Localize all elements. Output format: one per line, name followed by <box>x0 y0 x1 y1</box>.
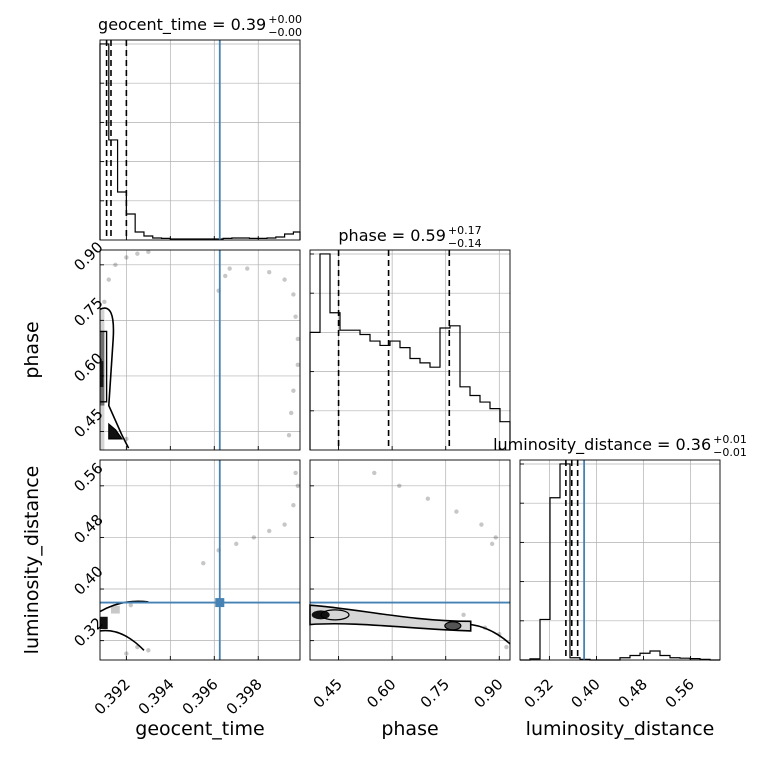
hist-phase-bars <box>309 253 511 450</box>
hist-geocent-frame <box>99 39 301 241</box>
scatter-distance-phase-sample-2 <box>425 496 431 501</box>
scatter-distance-phase-frame <box>309 459 511 661</box>
scatter-phase-geocent-sample-10 <box>291 292 296 297</box>
scatter-distance-phase-sample-3 <box>454 509 459 514</box>
phase-yaxis-yticklabel-3: 0.90 <box>70 238 106 274</box>
hist-geocent-bars <box>99 43 301 240</box>
title-phase-upper: +0.17 <box>448 224 482 237</box>
title-phase: phase = 0.59 +0.17−0.14 <box>338 224 481 250</box>
scatter-phase-geocent-sample-4 <box>106 277 111 282</box>
scatter-phase-geocent-sample-14 <box>291 388 296 393</box>
phase-axis-xticklabel-1: 0.60 <box>363 675 399 711</box>
scatter-distance-geocent-sample-11 <box>146 648 151 653</box>
title-distance: luminosity_distance = 0.36 +0.01−0.01 <box>493 433 747 459</box>
contour-distance-phase-ring <box>320 609 350 621</box>
hist-phase-frame <box>309 249 511 451</box>
scatter-distance-geocent-frame <box>99 459 301 661</box>
title-geocent: geocent_time = 0.39 +0.00−0.00 <box>98 13 302 39</box>
scatter-distance-geocent-sample-0 <box>201 561 206 566</box>
scatter-phase-geocent-sample-15 <box>289 410 294 416</box>
scatter-distance-geocent-sample-3 <box>251 535 257 540</box>
title-geocent-text: geocent_time = 0.39 <box>98 15 266 35</box>
scatter-distance-phase-sample-6 <box>489 541 495 547</box>
scatter-distance-phase-sample-4 <box>479 522 484 527</box>
title-distance-lower: −0.01 <box>713 446 747 459</box>
scatter-phase-geocent-sample-12 <box>295 336 301 342</box>
scatter-phase-geocent-sample-0 <box>124 255 129 260</box>
geocent-axis-xticklabel-2: 0.396 <box>179 675 222 718</box>
distance-axis-xticklabel-2: 0.48 <box>615 675 651 711</box>
contour-distance-geocent-core <box>100 616 108 630</box>
title-distance-text: luminosity_distance = 0.36 <box>493 435 711 455</box>
scatter-distance-phase-sample-7 <box>461 612 466 618</box>
contour-distance-phase-blob <box>444 621 462 631</box>
scatter-distance-geocent-sample-13 <box>128 602 133 608</box>
scatter-phase-geocent-sample-17 <box>223 273 228 279</box>
xlabel-distance: luminosity_distance <box>526 718 715 740</box>
phase-axis-xticklabel-3: 0.90 <box>470 675 506 711</box>
distance-yaxis-yticklabel-1: 0.40 <box>70 562 106 598</box>
scatter-distance-geocent-sample-7 <box>295 483 301 489</box>
ylabel-distance: luminosity_distance <box>21 466 43 655</box>
scatter-distance-phase-sample-1 <box>397 483 402 489</box>
geocent-axis-xticklabel-1: 0.394 <box>135 675 178 718</box>
hist-distance-frame <box>519 459 721 661</box>
contour-distance-geocent-patch <box>110 605 120 614</box>
scatter-phase-geocent-sample-11 <box>293 314 298 319</box>
scatter-distance-phase-sample-0 <box>372 470 377 476</box>
scatter-distance-geocent-sample-2 <box>234 541 239 547</box>
scatter-phase-geocent-sample-1 <box>135 251 140 256</box>
scatter-distance-geocent-sample-8 <box>293 470 298 476</box>
scatter-distance-phase-sample-5 <box>493 535 498 540</box>
geocent-axis-xticklabel-0: 0.392 <box>91 675 134 718</box>
truth-marker <box>215 598 225 608</box>
scatter-distance-geocent-sample-4 <box>267 528 272 534</box>
scatter-phase-geocent-sample-9 <box>282 277 287 282</box>
title-phase-lower: −0.14 <box>448 237 482 250</box>
phase-axis-xticklabel-0: 0.45 <box>310 675 346 711</box>
scatter-distance-phase-sample-10 <box>504 644 509 650</box>
scatter-phase-geocent-sample-6 <box>227 266 232 271</box>
distance-axis-xticklabel-3: 0.56 <box>662 675 698 711</box>
xlabel-phase: phase <box>381 718 438 740</box>
scatter-phase-geocent-sample-8 <box>267 270 272 275</box>
scatter-phase-geocent-frame <box>99 249 301 451</box>
xlabel-geocent: geocent_time <box>135 718 264 740</box>
scatter-distance-geocent-sample-5 <box>282 522 287 527</box>
distance-axis-xticklabel-0: 0.32 <box>520 675 556 711</box>
contour-distance-phase-tail <box>470 623 511 645</box>
scatter-distance-geocent-sample-6 <box>291 502 296 508</box>
contour-distance-phase-outer <box>309 604 472 632</box>
scatter-phase-geocent-sample-13 <box>295 362 301 368</box>
phase-axis-xticklabel-2: 0.75 <box>417 675 453 711</box>
title-phase-text: phase = 0.59 <box>338 226 445 245</box>
scatter-phase-geocent-sample-5 <box>102 299 107 305</box>
scatter-phase-geocent-sample-2 <box>146 249 151 255</box>
scatter-phase-geocent-sample-3 <box>113 262 118 268</box>
distance-axis-xticklabel-1: 0.40 <box>568 675 604 711</box>
contour-fill-core <box>100 361 104 388</box>
title-geocent-lower: −0.00 <box>268 26 302 39</box>
hist-distance-bars <box>520 463 720 661</box>
distance-yaxis-yticklabel-3: 0.56 <box>70 459 106 495</box>
scatter-phase-geocent-sample-16 <box>286 432 292 438</box>
scatter-phase-geocent-sample-7 <box>245 266 250 271</box>
contour-outer-line <box>99 307 130 449</box>
ylabel-phase: phase <box>21 321 43 378</box>
geocent-axis-xticklabel-3: 0.398 <box>223 675 266 718</box>
scatter-distance-geocent-sample-9 <box>124 651 129 656</box>
distance-yaxis-yticklabel-2: 0.48 <box>70 511 106 547</box>
title-distance-upper: +0.01 <box>713 433 747 446</box>
contour-inner-line <box>100 330 108 403</box>
title-geocent-upper: +0.00 <box>268 13 302 26</box>
contour-lower-blob <box>108 422 124 440</box>
